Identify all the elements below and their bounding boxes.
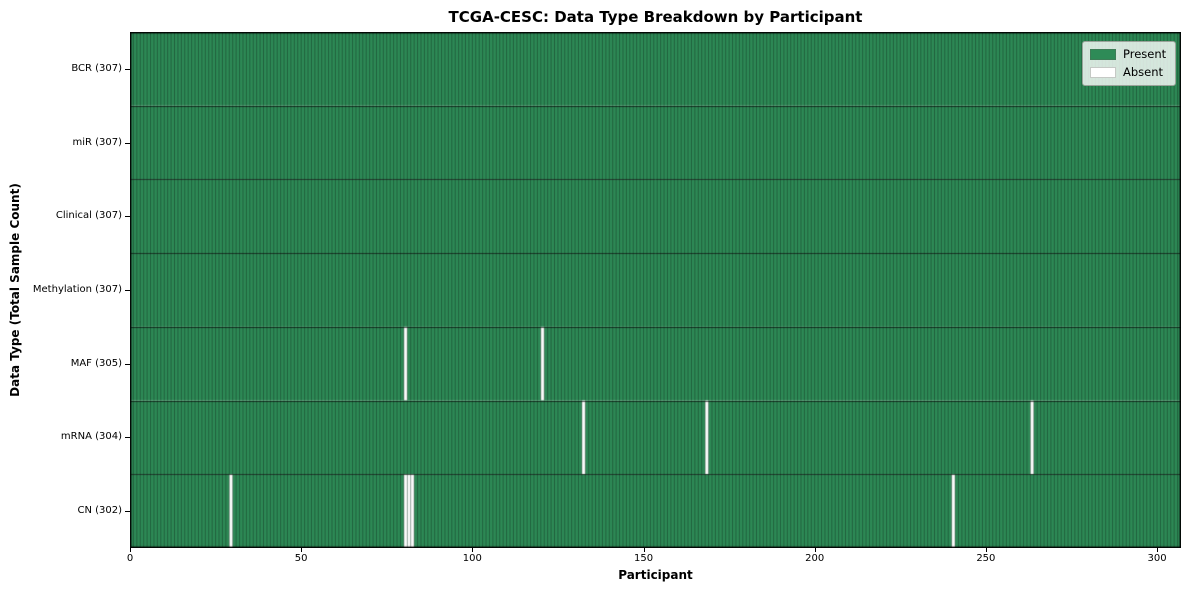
legend-item-absent: Absent [1090, 66, 1167, 79]
y-tick-mark [125, 290, 130, 291]
x-tick-mark [1157, 548, 1158, 552]
x-tick-label: 300 [1147, 553, 1167, 564]
y-tick-label: mRNA (304) [60, 431, 122, 443]
x-tick-label: 50 [294, 553, 308, 564]
x-tick-mark [644, 548, 645, 552]
y-tick-mark [125, 364, 130, 365]
y-tick-mark [125, 216, 130, 217]
y-tick-mark [125, 143, 130, 144]
chart-title: TCGA-CESC: Data Type Breakdown by Partic… [448, 8, 863, 26]
present-swatch [1090, 49, 1116, 60]
y-tick-mark [125, 437, 130, 438]
legend-item-present: Present [1090, 48, 1167, 61]
y-tick-label: MAF (305) [70, 357, 122, 369]
x-tick-mark [815, 548, 816, 552]
heatmap-canvas [130, 32, 1181, 548]
x-tick-label: 150 [633, 553, 654, 564]
x-tick-mark [130, 548, 131, 552]
x-tick-label: 250 [976, 553, 996, 564]
y-tick-label: CN (302) [77, 505, 122, 517]
x-tick-label: 200 [805, 553, 825, 564]
x-tick-label: 0 [126, 553, 134, 564]
x-tick-mark [986, 548, 987, 552]
absent-swatch [1090, 67, 1116, 78]
x-axis-label: Participant [618, 568, 693, 582]
y-tick-label: BCR (307) [71, 62, 122, 74]
y-tick-mark [125, 511, 130, 512]
x-tick-mark [472, 548, 473, 552]
y-tick-label: miR (307) [72, 136, 122, 148]
x-tick-label: 100 [462, 553, 482, 564]
legend-label-absent: Absent [1123, 65, 1164, 79]
y-tick-mark [125, 69, 130, 70]
legend-label-present: Present [1123, 47, 1167, 61]
y-tick-label: Methylation (307) [32, 284, 122, 295]
y-tick-label: Clinical (307) [55, 210, 122, 222]
legend: Present Absent [1082, 41, 1176, 86]
x-tick-mark [301, 548, 302, 552]
